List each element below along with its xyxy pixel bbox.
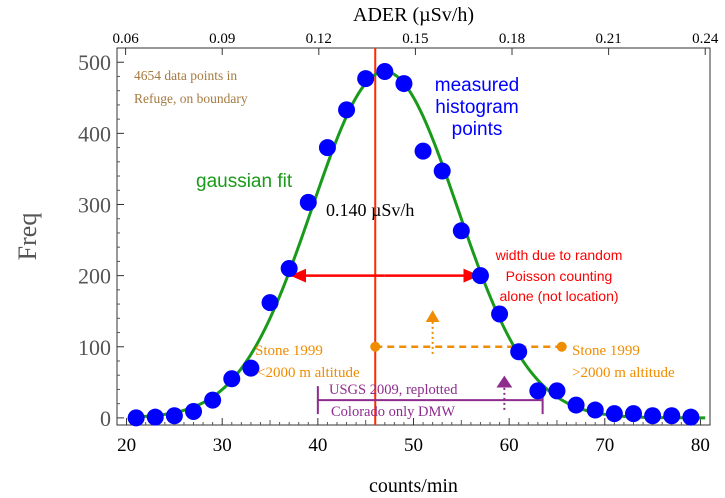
histogram-point <box>280 260 298 278</box>
histogram-point <box>146 408 164 426</box>
top-tick-label: 0.21 <box>595 31 621 47</box>
histogram-point <box>242 359 260 377</box>
histogram-point <box>414 142 432 160</box>
top-tick-label: 0.09 <box>209 31 235 47</box>
histogram-point <box>548 382 566 400</box>
histogram-point <box>357 70 375 88</box>
histogram-point <box>510 343 528 361</box>
histogram-point <box>663 407 681 425</box>
gaussian-fit-label: gaussian fit <box>196 171 293 192</box>
histogram-point <box>223 370 241 388</box>
histogram-point <box>376 62 394 80</box>
histogram-point <box>299 193 317 211</box>
top-tick-label: 0.15 <box>402 31 428 47</box>
histogram-point <box>567 396 585 414</box>
top-tick-label: 0.06 <box>112 31 139 47</box>
y-tick-label: 100 <box>78 335 111 360</box>
data-note-line1: 4654 data points in <box>134 68 237 83</box>
x-tick-label: 40 <box>308 435 327 456</box>
histogram-point <box>452 222 470 240</box>
histogram-point <box>644 407 662 425</box>
histogram-point <box>624 405 642 423</box>
stone-right-line1: Stone 1999 <box>572 343 640 359</box>
y-axis-title: Freq <box>13 213 42 261</box>
usgs-line2: Colorado only DMW <box>331 404 455 420</box>
usgs-line1: USGS 2009, replotted <box>329 382 458 398</box>
x-axis-title: counts/min <box>369 475 458 497</box>
data-note-line2: Refuge, on boundary <box>134 91 248 106</box>
stone-right-marker <box>556 341 567 352</box>
top-axis-title: ADER (µSv/h) <box>353 4 474 26</box>
y-tick-label: 0 <box>100 406 111 431</box>
histogram-point <box>471 267 489 285</box>
y-tick-label: 500 <box>78 50 111 75</box>
top-tick-label: 0.12 <box>306 31 332 47</box>
x-tick-label: 30 <box>213 435 232 456</box>
histogram-point <box>491 305 509 323</box>
center-value-label: 0.140 µSv/h <box>326 200 414 220</box>
x-tick-label: 50 <box>404 435 423 456</box>
x-tick-label: 70 <box>595 435 614 456</box>
histogram-point <box>318 139 336 157</box>
width-note-line3: alone (not location) <box>499 288 618 304</box>
histogram-point <box>127 409 145 427</box>
x-tick-label: 20 <box>117 435 136 456</box>
histogram-point <box>529 382 547 400</box>
x-tick-label: 80 <box>691 435 710 456</box>
x-tick-label: 60 <box>500 435 519 456</box>
width-note-line2: Poisson counting <box>506 268 613 284</box>
histogram-point <box>185 402 203 420</box>
top-tick-label: 0.24 <box>692 31 719 47</box>
measured-label-line3: points <box>452 119 503 140</box>
measured-label-line1: measured <box>435 75 520 96</box>
y-tick-label: 300 <box>78 192 111 217</box>
stone-right-line2: >2000 m altitude <box>572 365 675 381</box>
histogram-point <box>433 162 451 180</box>
histogram-point <box>204 391 222 409</box>
histogram-point <box>586 401 604 419</box>
stone-left-marker <box>370 341 381 352</box>
histogram-point <box>261 294 279 312</box>
histogram-point <box>682 408 700 426</box>
stone-left-line1: Stone 1999 <box>255 343 323 359</box>
histogram-point <box>165 407 183 425</box>
histogram-point <box>338 101 356 119</box>
y-tick-label: 400 <box>78 121 111 146</box>
top-tick-label: 0.18 <box>499 31 525 47</box>
histogram-point <box>605 405 623 423</box>
measured-label-line2: histogram <box>435 97 518 118</box>
histogram-point <box>395 75 413 93</box>
width-note-line1: width due to random <box>495 247 623 263</box>
y-tick-label: 200 <box>78 264 111 289</box>
stone-left-line2: <2000 m altitude <box>257 365 360 381</box>
